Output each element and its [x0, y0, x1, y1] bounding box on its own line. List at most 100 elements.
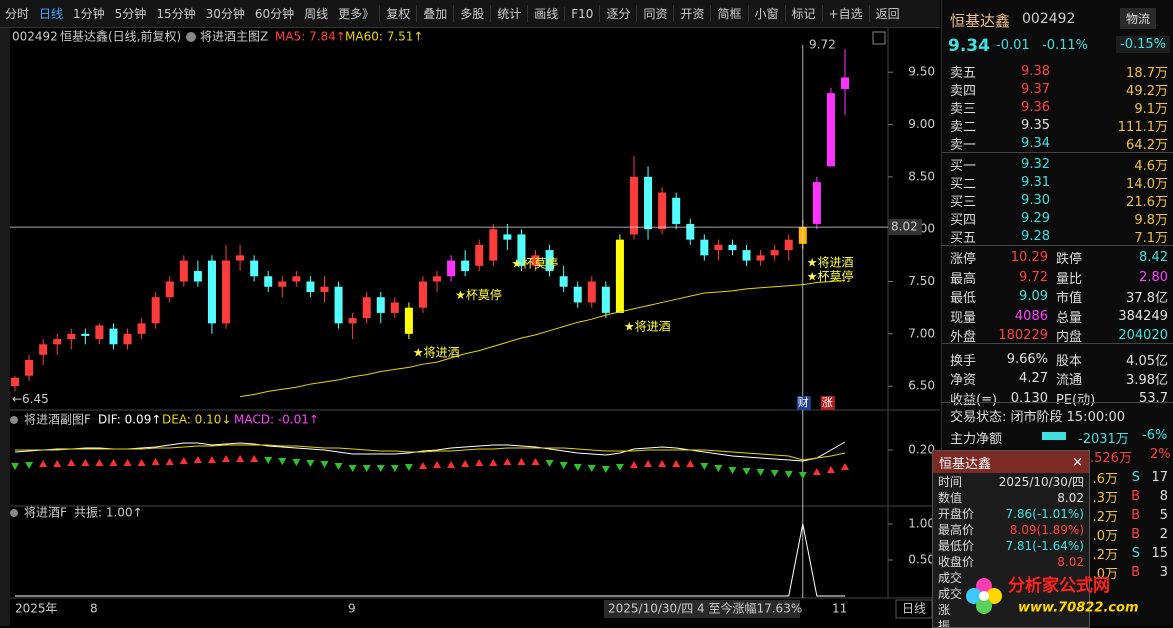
ma60-line — [240, 279, 846, 398]
period-button[interactable]: 30分钟 — [205, 7, 245, 21]
order-row: 卖一 9.34 64.2万 — [950, 134, 1168, 153]
stat-label: 股本 — [1056, 353, 1083, 369]
period-label[interactable]: 日线 — [902, 602, 926, 616]
indicator-name: 将进酒主图Z — [200, 30, 268, 44]
popup-close[interactable]: × — [1072, 454, 1083, 470]
period-button[interactable]: 1分钟 — [73, 7, 105, 21]
candle-body — [137, 323, 146, 334]
flow-row: .6万 S 17 — [1092, 468, 1168, 487]
ma5-label: MA5: 7.84↑ — [275, 30, 346, 44]
down-arrow — [784, 471, 793, 478]
stat-value: 2.80 — [1139, 269, 1168, 285]
order-price: 9.30 — [1021, 193, 1050, 208]
tool-button[interactable]: 叠加 — [416, 5, 453, 22]
stat-value: 9.72 — [1019, 269, 1048, 285]
period-button[interactable]: 更多》 — [338, 7, 375, 21]
candle-body — [475, 244, 484, 266]
candle-body — [615, 239, 624, 313]
tool-button[interactable]: 小窗 — [747, 5, 785, 22]
down-arrow — [306, 460, 315, 467]
candle-body — [573, 286, 582, 303]
period-button[interactable]: 5分钟 — [114, 7, 147, 21]
up-arrow — [179, 457, 188, 464]
candle-body — [433, 276, 442, 282]
order-volume: 21.6万 — [1126, 195, 1168, 210]
macd-label: MACD: -0.01↑ — [234, 413, 319, 427]
period-button[interactable]: 日线 — [39, 7, 64, 21]
candle-body — [39, 344, 48, 355]
stat-label: 外盘 — [950, 330, 977, 345]
popup-label: 开盘价 — [938, 507, 975, 521]
price-box — [888, 219, 922, 236]
candle-body — [489, 229, 498, 261]
up-arrow — [433, 461, 442, 468]
stat-value: 180229 — [998, 328, 1048, 343]
candle-body — [207, 260, 216, 324]
y-tick-label: 7.50 — [908, 274, 935, 288]
logo-petal — [966, 588, 982, 604]
popup-title: 恒基达鑫 — [939, 456, 992, 472]
indicator-icon[interactable] — [10, 416, 18, 424]
y-tick-label: 6.50 — [908, 379, 935, 393]
flow-side: S — [1131, 470, 1140, 485]
stat-label: 流通 — [1056, 373, 1083, 388]
tool-button[interactable]: F10 — [564, 6, 599, 21]
up-arrow — [503, 458, 512, 465]
quote-change: -0.01 — [996, 38, 1030, 53]
signal-label: ★将进酒 — [807, 256, 854, 270]
tool-button[interactable]: 返回 — [868, 5, 906, 22]
flow-count: 8 — [1159, 489, 1168, 504]
indicator-icon[interactable] — [10, 509, 18, 517]
cursor-box — [604, 600, 800, 618]
tool-button[interactable]: 逐分 — [599, 5, 636, 22]
down-arrow — [348, 465, 357, 472]
period-button[interactable]: 15分钟 — [156, 7, 196, 21]
down-arrow — [601, 466, 610, 473]
tool-button[interactable]: +自选 — [821, 5, 869, 22]
indicator-icon[interactable] — [186, 32, 196, 42]
tool-button[interactable]: 多股 — [453, 5, 490, 22]
period-button[interactable]: 分时 — [5, 7, 30, 21]
order-volume: 7.1万 — [1134, 231, 1168, 246]
tool-button[interactable]: 画线 — [527, 5, 564, 22]
tool-button[interactable]: 开资 — [673, 5, 710, 22]
stat-value: 9.09 — [1019, 289, 1048, 304]
candle-body — [644, 176, 653, 230]
tool-button[interactable]: 标记 — [784, 5, 822, 22]
tool-button[interactable]: 复权 — [379, 5, 416, 22]
popup-row: 时间 2025/10/30/四 — [933, 473, 1089, 489]
order-row: 买五 9.28 7.1万 — [950, 227, 1168, 246]
ma60-label: MA60: 7.51↑ — [345, 30, 423, 44]
sector-tag[interactable]: 物流 — [1120, 8, 1157, 29]
flow-side: B — [1131, 489, 1140, 504]
stat-label: 内盘 — [1056, 330, 1083, 345]
tool-button[interactable]: 同资 — [636, 5, 673, 22]
flow-bar — [1042, 432, 1066, 440]
popup-label: 数值 — [938, 491, 963, 505]
period-button[interactable]: 周线 — [304, 7, 329, 21]
up-arrow — [658, 460, 667, 467]
window-button[interactable] — [872, 31, 886, 45]
flow-amount: .2万 — [1092, 510, 1118, 525]
candle-body — [756, 255, 765, 261]
flow-side: B — [1131, 527, 1140, 542]
down-arrow — [11, 463, 19, 470]
flow-side: S — [1131, 546, 1140, 561]
candle-body — [503, 234, 512, 240]
watermark-title: 分析家公式网 — [1008, 575, 1110, 596]
period-button[interactable]: 60分钟 — [254, 7, 295, 21]
stat-label: 总量 — [1056, 310, 1083, 326]
badge-label: 涨 — [822, 396, 833, 409]
candle-body — [320, 286, 329, 292]
candle-body — [742, 250, 751, 261]
up-arrow — [222, 455, 231, 462]
popup-row: 收盘价 8.02 — [933, 553, 1089, 570]
tool-button[interactable]: 统计 — [490, 5, 527, 22]
signal-label: ★杯莫停 — [807, 269, 854, 284]
flow-side: B — [1131, 508, 1140, 523]
candle-body — [193, 271, 202, 282]
badge-label: 财 — [798, 395, 809, 409]
stat-value: 0.130 — [1010, 390, 1048, 406]
stat-row: 收益(≡) 0.130 PE(动) 53.7 — [950, 389, 1168, 408]
tool-button[interactable]: 简框 — [710, 5, 747, 22]
